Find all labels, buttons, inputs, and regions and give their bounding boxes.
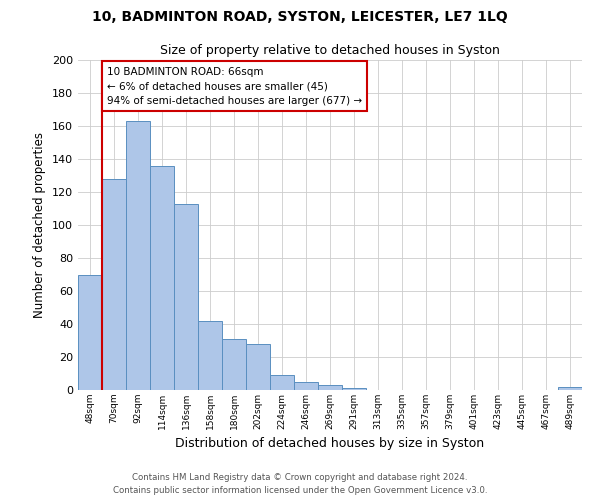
Text: 10, BADMINTON ROAD, SYSTON, LEICESTER, LE7 1LQ: 10, BADMINTON ROAD, SYSTON, LEICESTER, L… xyxy=(92,10,508,24)
Bar xyxy=(222,339,246,390)
Bar xyxy=(318,385,342,390)
Bar xyxy=(78,274,102,390)
Bar xyxy=(246,344,270,390)
Bar xyxy=(558,386,582,390)
Text: 10 BADMINTON ROAD: 66sqm
← 6% of detached houses are smaller (45)
94% of semi-de: 10 BADMINTON ROAD: 66sqm ← 6% of detache… xyxy=(107,66,362,106)
Text: Contains HM Land Registry data © Crown copyright and database right 2024.
Contai: Contains HM Land Registry data © Crown c… xyxy=(113,474,487,495)
Bar xyxy=(174,204,198,390)
Bar xyxy=(270,375,294,390)
Bar xyxy=(150,166,174,390)
Bar xyxy=(198,320,222,390)
X-axis label: Distribution of detached houses by size in Syston: Distribution of detached houses by size … xyxy=(175,438,485,450)
Bar xyxy=(126,121,150,390)
Bar xyxy=(342,388,366,390)
Bar xyxy=(102,179,126,390)
Title: Size of property relative to detached houses in Syston: Size of property relative to detached ho… xyxy=(160,44,500,58)
Y-axis label: Number of detached properties: Number of detached properties xyxy=(34,132,46,318)
Bar xyxy=(294,382,318,390)
